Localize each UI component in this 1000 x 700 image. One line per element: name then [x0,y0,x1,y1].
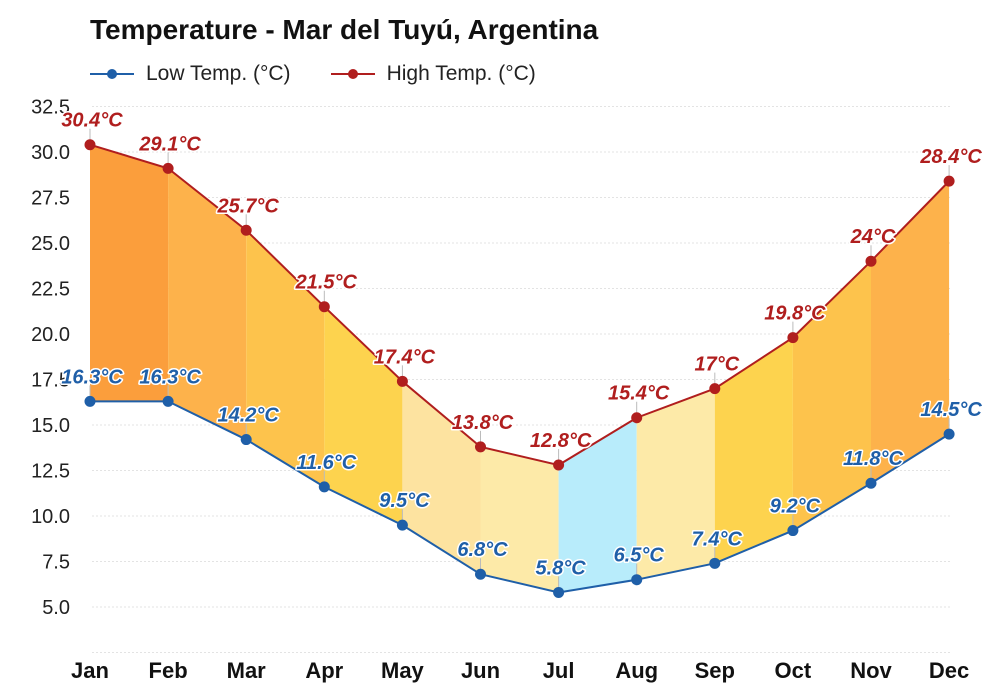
high-temp-point [240,224,252,236]
legend-label-high: High Temp. (°C) [386,62,536,85]
x-tick-label: Aug [615,658,658,683]
y-tick-label: 12.5 [31,461,70,483]
high-temp-label: 29.1°C [138,133,201,155]
high-temp-point [162,162,174,174]
low-temp-label: 9.2°C [770,496,821,518]
x-tick-label: Dec [929,658,969,683]
low-temp-point [709,557,721,569]
high-temp-label: 25.7°C [217,195,280,217]
high-temp-label: 15.4°C [608,383,670,405]
low-temp-label: 7.4°C [692,528,743,550]
low-temp-label: 14.5°C [920,399,982,421]
temperature-band [480,446,559,593]
low-temp-line [90,400,950,594]
high-temp-point [553,459,565,471]
y-tick-label: 15.0 [31,415,70,437]
low-temp-label: 9.5°C [379,490,430,512]
high-temp-label: 17°C [694,354,739,376]
low-temp-point [475,568,486,580]
high-temp-label: 21.5°C [295,272,358,294]
temperature-band [90,144,169,402]
y-tick-label: 5.0 [42,597,70,619]
y-tick-label: 17.5 [31,370,70,392]
high-temp-label: 28.4°C [919,146,982,168]
x-tick-label: Oct [775,658,812,683]
x-tick-label: May [381,658,425,683]
y-tick-label: 20.0 [31,324,70,346]
y-tick-label: 22.5 [31,279,70,301]
temperature-band [792,261,871,531]
temperature-band [324,306,403,526]
y-tick-label: 32.5 [31,97,70,119]
low-temp-point [553,586,565,598]
y-tick-label: 27.5 [31,188,70,210]
low-temp-label: 16.3°C [139,366,201,388]
low-temp-point [240,434,252,446]
x-tick-label: Mar [227,658,267,683]
legend-swatch-low [90,67,134,81]
high-temp-label: 17.4°C [374,346,436,368]
legend-swatch-high [330,67,375,81]
high-temp-label: 24°C [850,226,896,248]
low-temp-label: 11.8°C [843,448,903,470]
low-temp-label: 5.8°C [535,557,586,579]
legend-item-low: Low Temp. (°C) [90,62,291,86]
x-tick-label: Jul [543,658,575,683]
legend: Low Temp. (°C) High Temp. (°C) [90,62,576,86]
x-tick-label: Jun [461,658,500,683]
low-temp-point [865,477,877,489]
high-temp-point [787,332,799,344]
x-tick-label: Apr [305,658,343,683]
high-temp-point [396,375,408,387]
x-tick-label: Feb [149,658,188,683]
temperature-band [636,388,715,580]
high-temp-label: 12.8°C [530,430,592,452]
legend-label-low: Low Temp. (°C) [146,62,291,85]
low-temp-point [162,395,174,407]
high-temp-label: 13.8°C [452,412,514,434]
low-temp-label: 6.5°C [614,545,665,567]
low-temp-label: 11.6°C [296,452,356,474]
low-temp-label: 16.3°C [61,366,123,388]
high-temp-point [318,301,330,313]
high-temp-point [865,255,877,267]
high-temp-line [89,143,950,467]
low-temp-point [396,519,408,531]
y-tick-label: 25.0 [31,233,70,255]
x-tick-label: Jan [71,658,109,683]
x-tick-label: Nov [850,658,892,683]
y-tick-label: 7.5 [42,552,70,574]
temperature-band [402,381,481,575]
low-temp-label: 14.2°C [218,405,280,427]
low-temp-label: 6.8°C [457,539,508,561]
x-tick-label: Sep [695,658,735,683]
low-temp-point [943,428,955,440]
y-tick-label: 30.0 [31,142,70,164]
legend-item-high: High Temp. (°C) [330,62,536,86]
temperature-band [871,181,950,484]
high-temp-point [84,139,96,151]
high-temp-point [475,441,486,453]
temperature-band [168,168,247,440]
y-tick-label: 10.0 [31,506,70,528]
temperature-band [558,417,637,593]
low-temp-point [84,395,96,407]
temperature-band [246,230,325,487]
high-temp-point [943,175,955,187]
high-temp-label: 30.4°C [61,110,123,132]
low-temp-point [787,525,799,537]
high-temp-label: 19.8°C [764,303,826,325]
low-temp-point [318,481,330,493]
chart-title: Temperature - Mar del Tuyú, Argentina [90,14,599,45]
high-temp-point [709,383,721,395]
high-temp-point [631,412,643,424]
temperature-band [714,337,793,564]
low-temp-point [631,574,643,586]
